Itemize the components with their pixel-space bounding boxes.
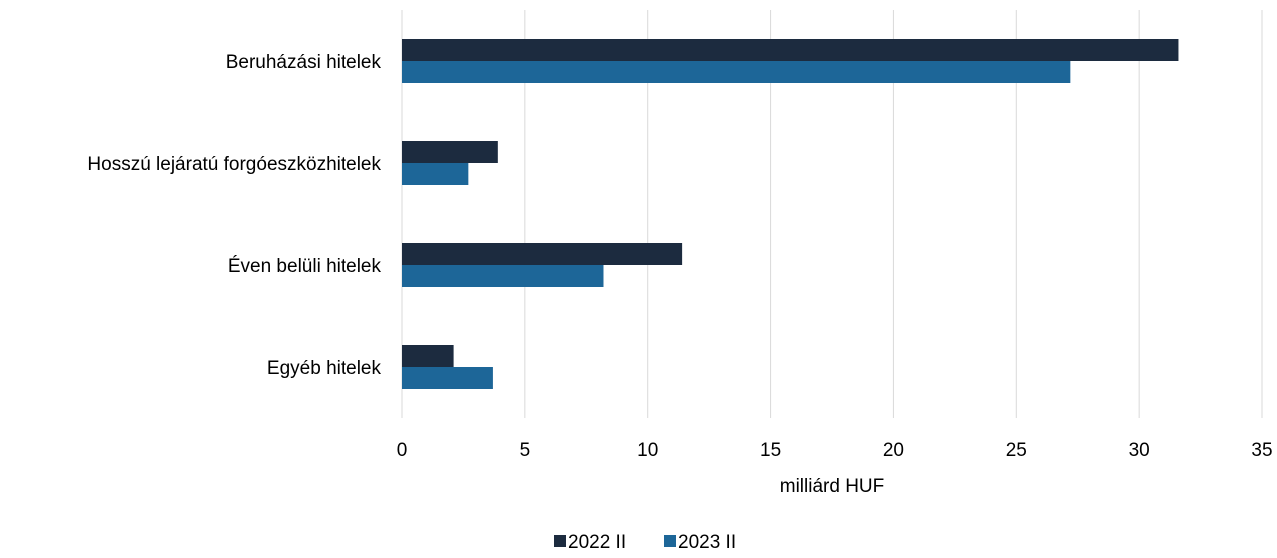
category-label: Egyéb hitelek [267,358,382,379]
legend-swatch [554,535,566,547]
x-tick-label: 0 [397,440,408,461]
legend: 2022 II 2023 II [554,532,736,553]
category-labels: Beruházási hitelek Hosszú lejáratú forgóe… [87,52,381,379]
x-axis-ticks: 0 5 10 15 20 25 30 35 [397,440,1273,461]
bar-2023 [402,61,1071,83]
legend-swatch [664,535,676,547]
x-axis-title: milliárd HUF [780,476,885,497]
x-tick-label: 5 [520,440,531,461]
x-tick-label: 35 [1251,440,1272,461]
bar-2023 [402,265,604,287]
legend-label: 2022 II [568,532,626,553]
x-tick-label: 10 [637,440,658,461]
category-label: Hosszú lejáratú forgóeszközhitelek [87,154,381,175]
legend-label: 2023 II [678,532,736,553]
bar-2022 [402,243,683,265]
bar-2022 [402,345,454,367]
x-tick-label: 20 [883,440,904,461]
bar-2023 [402,163,469,185]
bars [402,39,1179,389]
bar-2023 [402,367,493,389]
x-tick-label: 15 [760,440,781,461]
category-label: Beruházási hitelek [226,52,382,73]
bar-2022 [402,141,498,163]
x-tick-label: 30 [1129,440,1150,461]
bar-2022 [402,39,1179,61]
category-label: Éven belüli hitelek [228,256,382,277]
x-tick-label: 25 [1006,440,1027,461]
